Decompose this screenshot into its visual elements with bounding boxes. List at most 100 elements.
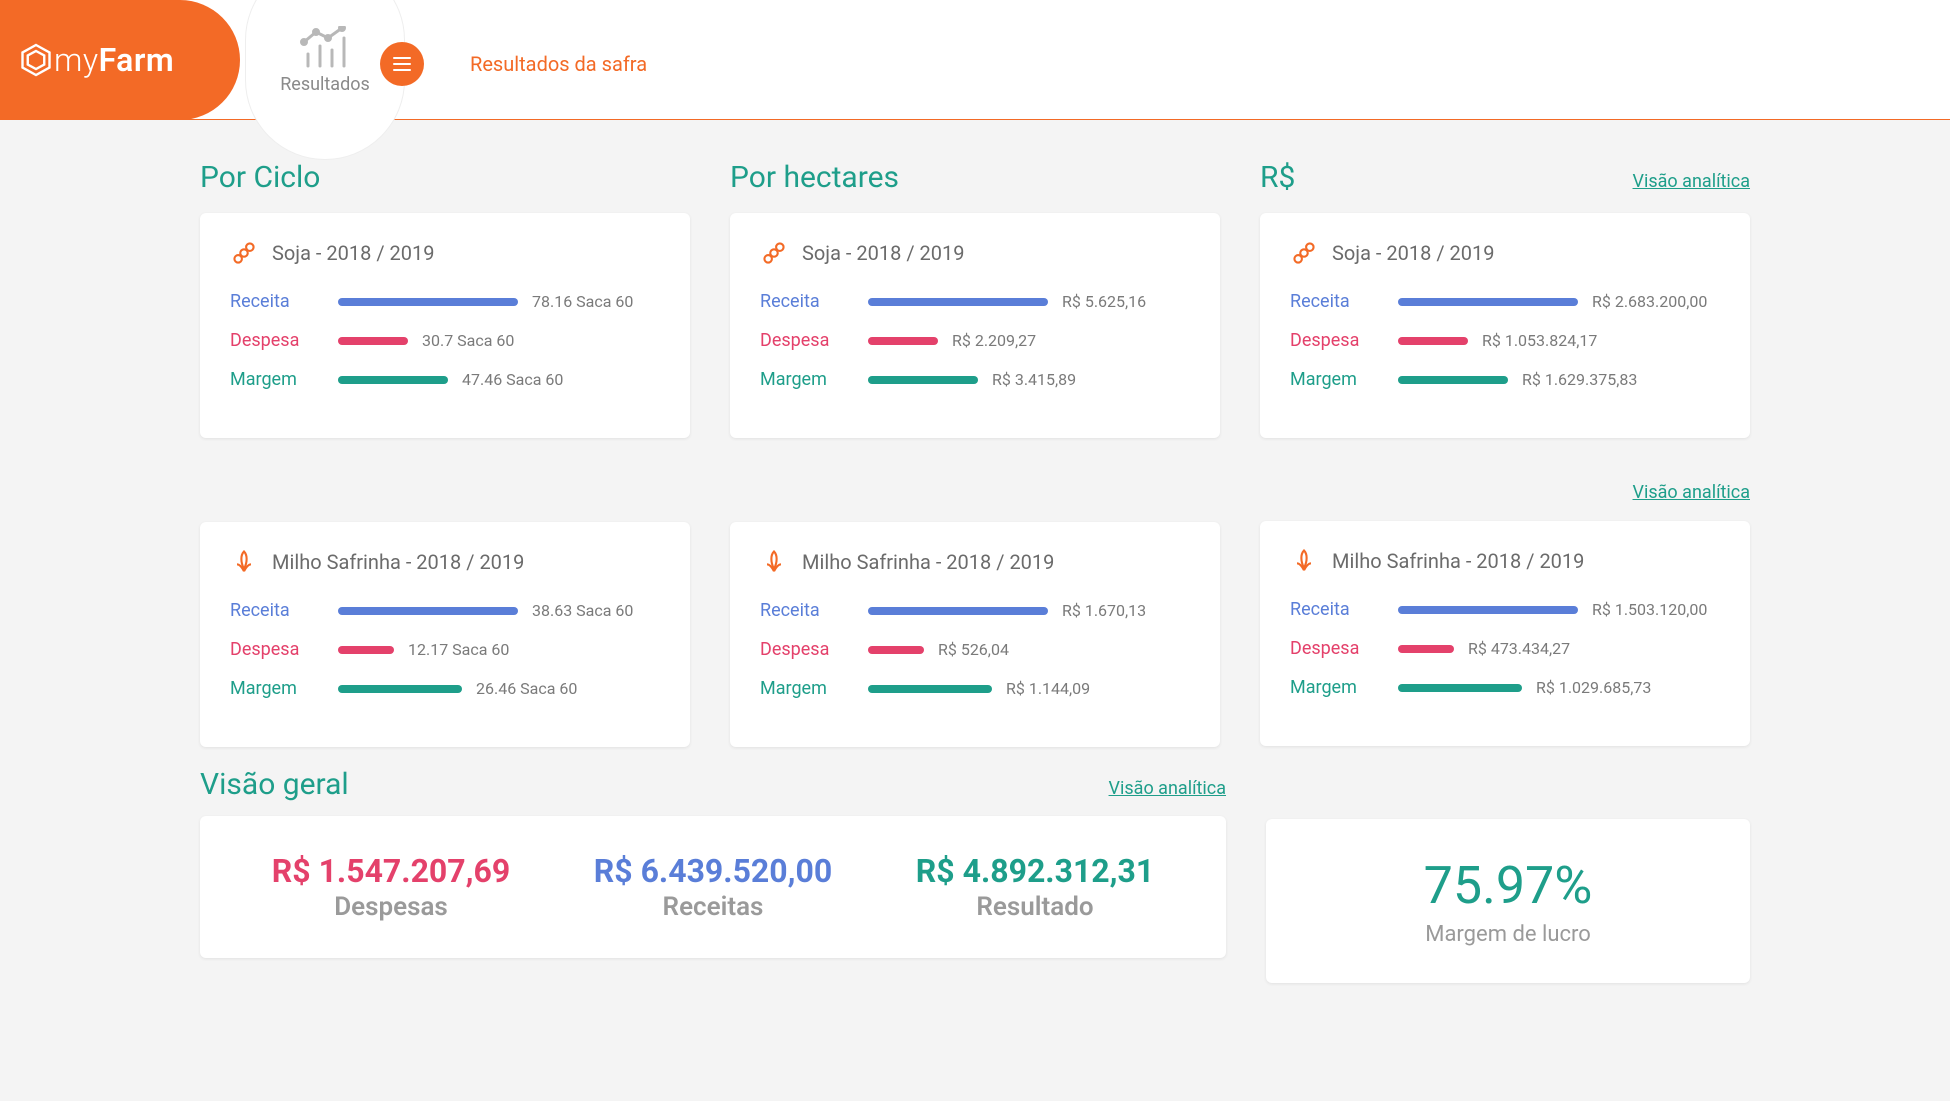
bar-despesa xyxy=(338,646,394,654)
link-analytic-mid[interactable]: Visão analítica xyxy=(1633,482,1750,503)
card-title: Soja - 2018 / 2019 xyxy=(1332,241,1495,265)
label-margem: Margem xyxy=(1290,369,1380,390)
bar-despesa xyxy=(868,337,938,345)
value-receita: R$ 2.683.200,00 xyxy=(1592,292,1707,311)
overview-despesas-value: R$ 1.547.207,69 xyxy=(230,852,552,890)
results-icon xyxy=(298,26,352,70)
page-content: Por Ciclo Soja - 2018 / 2019 Receita 78.… xyxy=(0,120,1950,1043)
card-rs-milho: Milho Safrinha - 2018 / 2019 Receita R$ … xyxy=(1260,521,1750,746)
bar-receita xyxy=(868,607,1048,615)
overview-card: R$ 1.547.207,69 Despesas R$ 6.439.520,00… xyxy=(200,816,1226,958)
soy-icon xyxy=(760,239,788,267)
column-rs: R$ Visão analítica Soja - 2018 / 2019 Re… xyxy=(1260,160,1750,747)
column-ciclo-title: Por Ciclo xyxy=(200,160,320,195)
bar-receita xyxy=(1398,606,1578,614)
bar-margem xyxy=(1398,376,1508,384)
logo-icon xyxy=(18,42,54,78)
top-bar: myFarm Resultados Resultados da safra xyxy=(0,0,1950,120)
label-margem: Margem xyxy=(1290,677,1380,698)
column-rs-title: R$ xyxy=(1260,160,1295,195)
card-title: Milho Safrinha - 2018 / 2019 xyxy=(802,550,1054,574)
link-analytic-top[interactable]: Visão analítica xyxy=(1633,171,1750,192)
label-despesa: Despesa xyxy=(1290,330,1380,351)
label-despesa: Despesa xyxy=(1290,638,1380,659)
overview-receitas: R$ 6.439.520,00 Receitas xyxy=(552,852,874,922)
card-title: Milho Safrinha - 2018 / 2019 xyxy=(1332,549,1584,573)
bar-receita xyxy=(1398,298,1578,306)
logo[interactable]: myFarm xyxy=(0,0,240,120)
profit-value: 75.97% xyxy=(1296,855,1720,916)
label-despesa: Despesa xyxy=(230,330,320,351)
bar-margem xyxy=(1398,684,1522,692)
nav-results[interactable]: Resultados xyxy=(245,0,405,160)
bar-margem xyxy=(338,376,448,384)
label-receita: Receita xyxy=(760,291,850,312)
value-despesa: 12.17 Saca 60 xyxy=(408,640,509,659)
label-margem: Margem xyxy=(230,678,320,699)
overview-resultado: R$ 4.892.312,31 Resultado xyxy=(874,852,1196,922)
value-receita: R$ 5.625,16 xyxy=(1062,292,1146,311)
value-margem: R$ 1.029.685,73 xyxy=(1536,678,1651,697)
bar-despesa xyxy=(1398,337,1468,345)
label-despesa: Despesa xyxy=(230,639,320,660)
overview-despesas-label: Despesas xyxy=(230,892,552,922)
hamburger-icon xyxy=(393,55,411,73)
card-ciclo-milho: Milho Safrinha - 2018 / 2019 Receita 38.… xyxy=(200,522,690,747)
menu-button[interactable] xyxy=(380,42,424,86)
value-despesa: R$ 473.434,27 xyxy=(1468,639,1570,658)
bar-margem xyxy=(868,376,978,384)
label-receita: Receita xyxy=(230,600,320,621)
profit-label: Margem de lucro xyxy=(1296,922,1720,947)
value-despesa: R$ 2.209,27 xyxy=(952,331,1036,350)
card-ciclo-soja: Soja - 2018 / 2019 Receita 78.16 Saca 60… xyxy=(200,213,690,438)
value-despesa: 30.7 Saca 60 xyxy=(422,331,514,350)
label-receita: Receita xyxy=(1290,599,1380,620)
column-hectares-title: Por hectares xyxy=(730,160,899,195)
bar-receita xyxy=(868,298,1048,306)
bar-margem xyxy=(868,685,992,693)
label-receita: Receita xyxy=(760,600,850,621)
bar-receita xyxy=(338,607,518,615)
corn-icon xyxy=(230,548,258,576)
card-hectares-milho: Milho Safrinha - 2018 / 2019 Receita R$ … xyxy=(730,522,1220,747)
label-margem: Margem xyxy=(760,678,850,699)
overview-receitas-label: Receitas xyxy=(552,892,874,922)
value-despesa: R$ 526,04 xyxy=(938,640,1009,659)
bar-receita xyxy=(338,298,518,306)
label-margem: Margem xyxy=(230,369,320,390)
bar-despesa xyxy=(338,337,408,345)
bar-margem xyxy=(338,685,462,693)
overview-resultado-value: R$ 4.892.312,31 xyxy=(874,852,1196,890)
soy-icon xyxy=(230,239,258,267)
bar-despesa xyxy=(1398,645,1454,653)
overview-resultado-label: Resultado xyxy=(874,892,1196,922)
soy-icon xyxy=(1290,239,1318,267)
link-analytic-overview[interactable]: Visão analítica xyxy=(1109,778,1226,799)
label-receita: Receita xyxy=(1290,291,1380,312)
label-despesa: Despesa xyxy=(760,330,850,351)
card-title: Milho Safrinha - 2018 / 2019 xyxy=(272,550,524,574)
column-hectares: Por hectares Soja - 2018 / 2019 Receita … xyxy=(730,160,1220,747)
bar-despesa xyxy=(868,646,924,654)
card-hectares-soja: Soja - 2018 / 2019 Receita R$ 5.625,16 D… xyxy=(730,213,1220,438)
card-rs-soja: Soja - 2018 / 2019 Receita R$ 2.683.200,… xyxy=(1260,213,1750,438)
value-receita: R$ 1.503.120,00 xyxy=(1592,600,1707,619)
corn-icon xyxy=(1290,547,1318,575)
value-receita: 78.16 Saca 60 xyxy=(532,292,633,311)
value-margem: R$ 3.415,89 xyxy=(992,370,1076,389)
nav-results-label: Resultados xyxy=(280,74,370,95)
label-receita: Receita xyxy=(230,291,320,312)
column-ciclo: Por Ciclo Soja - 2018 / 2019 Receita 78.… xyxy=(200,160,690,747)
profit-card: 75.97% Margem de lucro xyxy=(1266,819,1750,983)
overview-despesas: R$ 1.547.207,69 Despesas xyxy=(230,852,552,922)
card-title: Soja - 2018 / 2019 xyxy=(272,241,435,265)
logo-text: myFarm xyxy=(54,41,174,79)
value-margem: R$ 1.629.375,83 xyxy=(1522,370,1637,389)
value-receita: R$ 1.670,13 xyxy=(1062,601,1146,620)
card-title: Soja - 2018 / 2019 xyxy=(802,241,965,265)
overview-receitas-value: R$ 6.439.520,00 xyxy=(552,852,874,890)
label-despesa: Despesa xyxy=(760,639,850,660)
corn-icon xyxy=(760,548,788,576)
breadcrumb: Resultados da safra xyxy=(470,52,647,76)
value-margem: R$ 1.144,09 xyxy=(1006,679,1090,698)
